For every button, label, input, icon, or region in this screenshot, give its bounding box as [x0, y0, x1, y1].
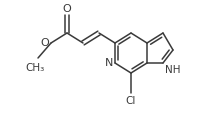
Text: O: O [62, 4, 71, 14]
Text: N: N [104, 58, 113, 68]
Text: CH₃: CH₃ [25, 63, 44, 73]
Text: NH: NH [164, 65, 180, 75]
Text: Cl: Cl [125, 96, 136, 106]
Text: O: O [40, 38, 49, 48]
